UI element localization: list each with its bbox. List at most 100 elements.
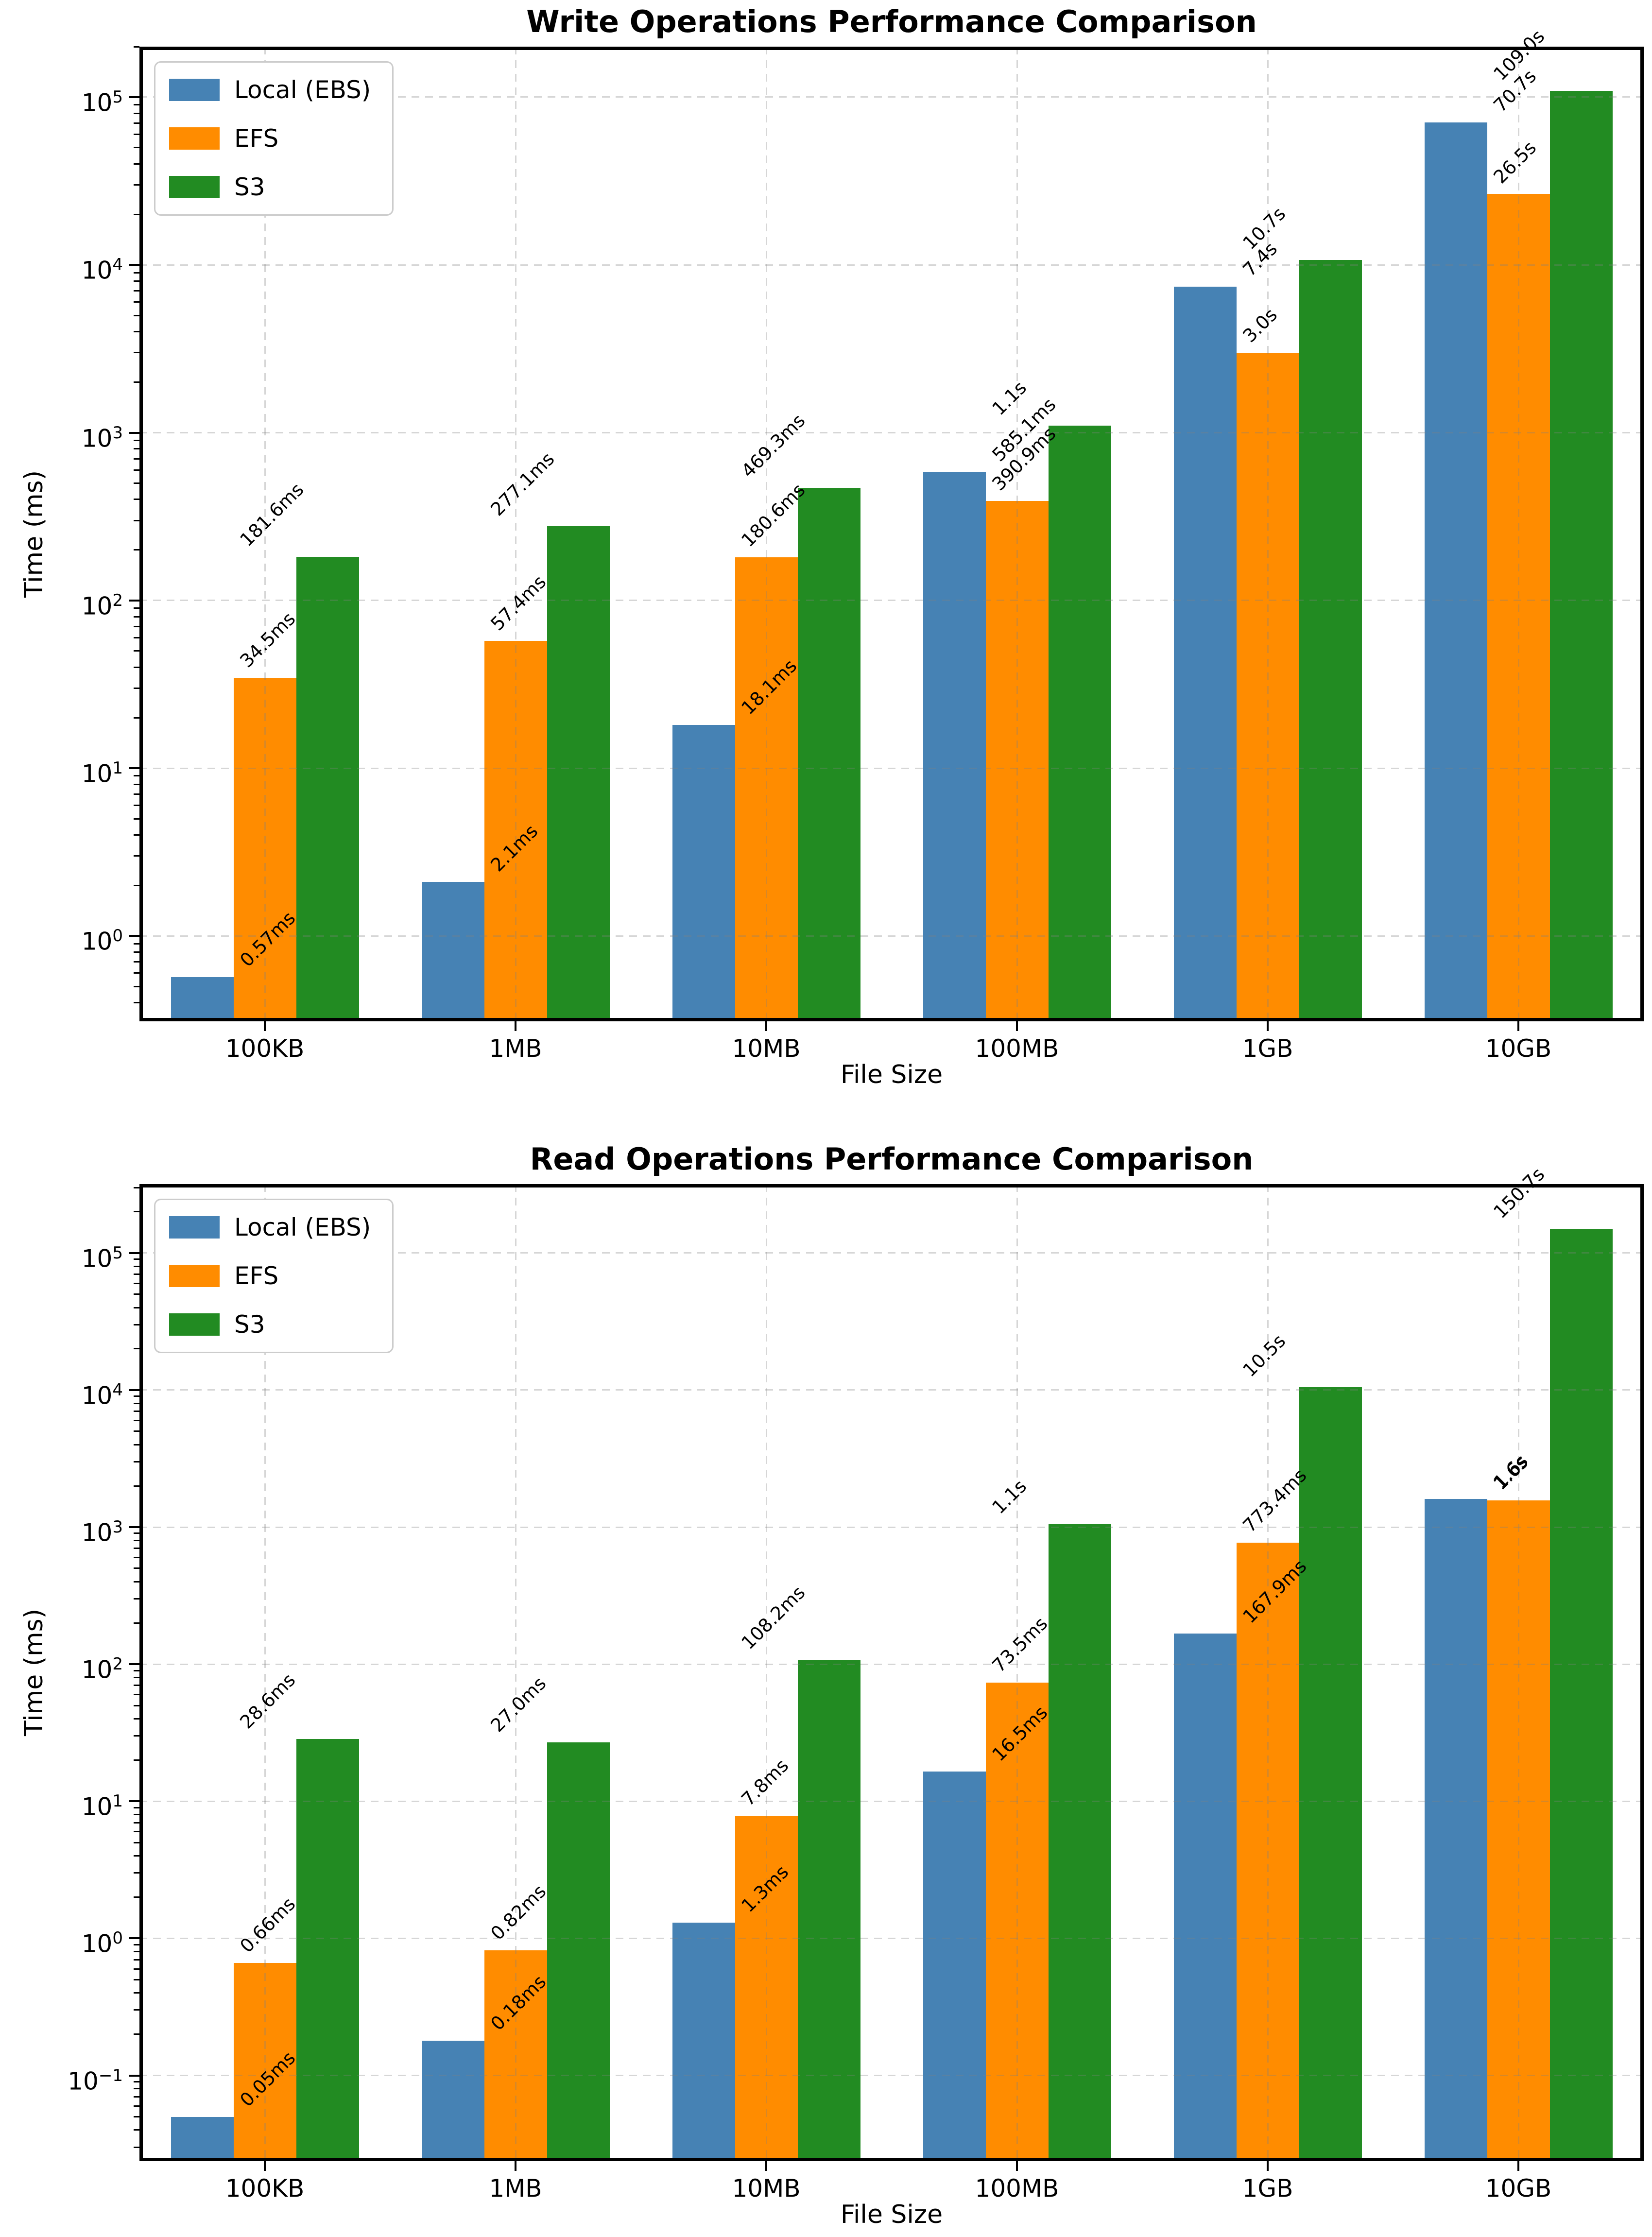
y-axis-minor-tick bbox=[134, 458, 139, 460]
bar-s3-10mb bbox=[797, 1659, 860, 2161]
h-gridline bbox=[139, 1800, 1644, 1802]
y-axis-tick bbox=[129, 1252, 139, 1254]
bar-efs-10gb bbox=[1487, 194, 1550, 1021]
h-gridline bbox=[139, 432, 1644, 433]
y-axis-minor-tick bbox=[134, 448, 139, 450]
legend-label: S3 bbox=[234, 173, 265, 201]
y-axis-minor-tick bbox=[134, 2105, 139, 2107]
h-gridline bbox=[139, 1252, 1644, 1254]
bar-local-ebs-100mb bbox=[923, 471, 986, 1021]
y-axis-minor-tick bbox=[134, 147, 139, 149]
write-legend: Local (EBS) EFS S3 bbox=[154, 61, 394, 216]
bar-efs-100mb bbox=[985, 501, 1049, 1021]
x-tick-label: 100KB bbox=[225, 1034, 305, 1063]
bar-s3-1gb bbox=[1299, 260, 1362, 1021]
y-axis-minor-tick bbox=[134, 1395, 139, 1397]
x-tick-label: 100KB bbox=[225, 2174, 305, 2203]
y-axis-minor-tick bbox=[134, 1002, 139, 1004]
y-axis-minor-tick bbox=[134, 784, 139, 786]
legend-item-s3: S3 bbox=[169, 1312, 371, 1337]
y-axis-minor-tick bbox=[134, 2096, 139, 2098]
bar-s3-1mb bbox=[547, 1742, 610, 2161]
bottom-spine bbox=[139, 2158, 1644, 2161]
h-gridline bbox=[139, 1937, 1644, 1939]
legend-item-local-ebs: Local (EBS) bbox=[169, 1215, 371, 1240]
y-axis-minor-tick bbox=[134, 717, 139, 719]
y-axis-tick bbox=[129, 1526, 139, 1529]
bar-efs-100mb bbox=[985, 1682, 1049, 2161]
y-axis-minor-tick bbox=[134, 855, 139, 857]
y-axis-tick bbox=[129, 96, 139, 98]
bar-local-ebs-1mb bbox=[421, 2040, 484, 2161]
y-axis-minor-tick bbox=[134, 1855, 139, 1857]
y-axis-minor-tick bbox=[134, 805, 139, 807]
y-axis-minor-tick bbox=[134, 1872, 139, 1874]
bar-s3-1mb bbox=[547, 526, 610, 1021]
efs-swatch-icon bbox=[169, 1265, 220, 1287]
read-x-axis-label: File Size bbox=[840, 2200, 943, 2229]
y-axis-tick bbox=[129, 431, 139, 434]
y-axis-minor-tick bbox=[134, 1293, 139, 1295]
x-axis-tick bbox=[1267, 2161, 1269, 2171]
h-gridline bbox=[139, 1526, 1644, 1528]
y-axis-minor-tick bbox=[134, 2081, 139, 2082]
x-axis-tick bbox=[1517, 1021, 1519, 1031]
y-axis-minor-tick bbox=[134, 1735, 139, 1737]
y-axis-minor-tick bbox=[134, 818, 139, 820]
local-ebs-swatch-icon bbox=[169, 1216, 220, 1239]
h-gridline bbox=[139, 96, 1644, 98]
y-axis-minor-tick bbox=[134, 1258, 139, 1260]
y-axis-minor-tick bbox=[134, 1265, 139, 1267]
y-axis-minor-tick bbox=[134, 1831, 139, 1833]
y-axis-minor-tick bbox=[134, 314, 139, 316]
v-gridline bbox=[1267, 47, 1269, 1021]
y-axis-minor-tick bbox=[134, 1992, 139, 1994]
y-axis-minor-tick bbox=[134, 1324, 139, 1325]
y-axis-minor-tick bbox=[134, 1944, 139, 1945]
y-axis-minor-tick bbox=[134, 331, 139, 333]
y-axis-minor-tick bbox=[134, 1622, 139, 1624]
bar-efs-1mb bbox=[484, 641, 547, 1021]
y-tick-label: 104 bbox=[81, 1380, 123, 1410]
y-axis-tick bbox=[129, 935, 139, 937]
bar-efs-1gb bbox=[1236, 1542, 1299, 2161]
y-axis-minor-tick bbox=[134, 961, 139, 963]
y-axis-minor-tick bbox=[134, 1841, 139, 1843]
y-axis-minor-tick bbox=[134, 637, 139, 638]
v-gridline bbox=[264, 47, 266, 1021]
bar-local-ebs-10mb bbox=[672, 725, 735, 1021]
y-tick-label: 101 bbox=[81, 758, 123, 788]
y-axis-minor-tick bbox=[134, 352, 139, 354]
y-tick-label: 104 bbox=[81, 255, 123, 285]
right-spine bbox=[1640, 1184, 1644, 2161]
y-axis-minor-tick bbox=[134, 1694, 139, 1696]
y-axis-minor-tick bbox=[134, 1187, 139, 1188]
y-axis-minor-tick bbox=[134, 122, 139, 124]
y-axis-minor-tick bbox=[134, 1348, 139, 1350]
bar-s3-100mb bbox=[1048, 426, 1111, 1021]
y-axis-minor-tick bbox=[134, 1557, 139, 1559]
x-axis-tick bbox=[1267, 1021, 1269, 1031]
y-tick-label: 100 bbox=[81, 926, 123, 956]
v-gridline bbox=[515, 47, 516, 1021]
y-axis-minor-tick bbox=[134, 1959, 139, 1961]
y-axis-minor-tick bbox=[134, 1461, 139, 1463]
y-axis-minor-tick bbox=[134, 1539, 139, 1541]
y-axis-minor-tick bbox=[134, 1814, 139, 1816]
y-axis-minor-tick bbox=[134, 104, 139, 106]
y-axis-minor-tick bbox=[134, 163, 139, 165]
legend-label: EFS bbox=[234, 124, 279, 153]
bar-local-ebs-10mb bbox=[672, 1923, 735, 2161]
y-axis-minor-tick bbox=[134, 2129, 139, 2131]
y-tick-label: 100 bbox=[81, 1928, 123, 1959]
y-tick-label: 10−1 bbox=[68, 2065, 123, 2096]
y-axis-minor-tick bbox=[134, 1759, 139, 1761]
y-axis-minor-tick bbox=[134, 1444, 139, 1445]
y-axis-minor-tick bbox=[134, 134, 139, 136]
h-gridline bbox=[139, 264, 1644, 266]
y-axis-tick bbox=[129, 264, 139, 266]
bar-s3-10mb bbox=[797, 487, 860, 1021]
bar-local-ebs-100mb bbox=[923, 1771, 986, 2161]
